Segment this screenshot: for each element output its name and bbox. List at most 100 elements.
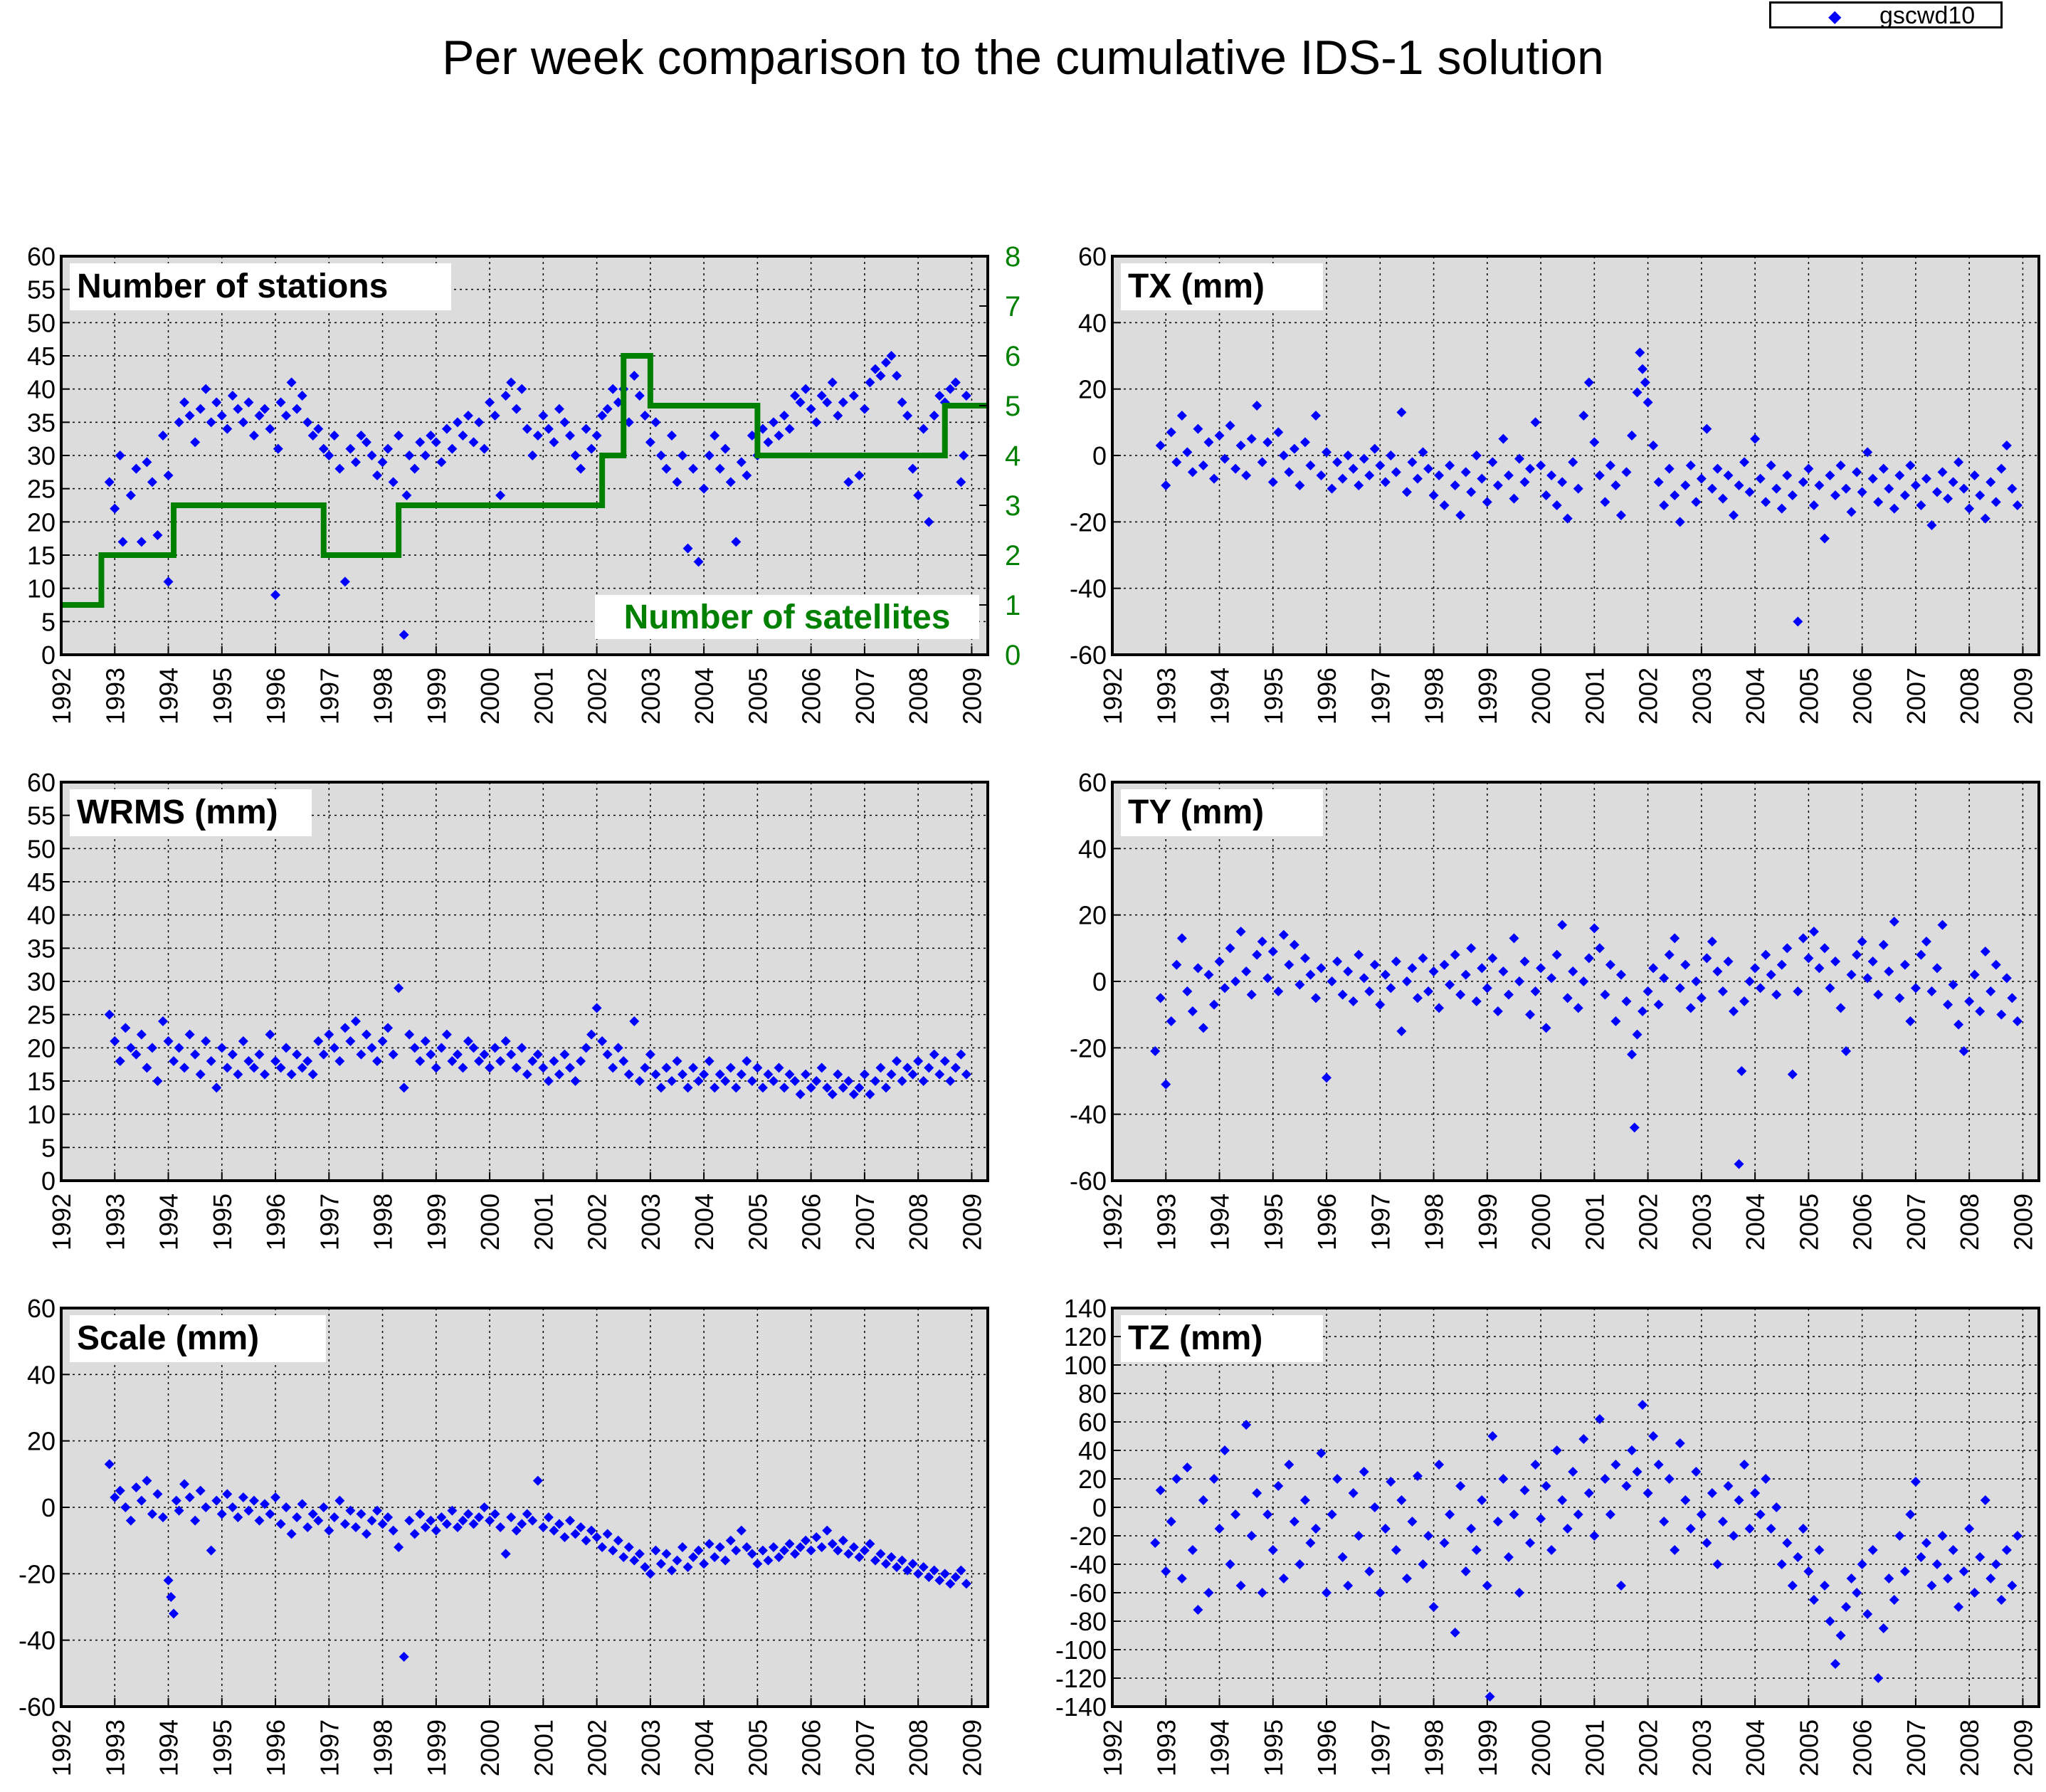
wrms-data-point — [452, 1049, 463, 1060]
stations-data-point — [313, 423, 324, 434]
scale-data-point — [136, 1495, 147, 1506]
tx-data-point — [1252, 401, 1262, 411]
scale-data-point — [500, 1549, 511, 1559]
tx-data-point — [1230, 463, 1241, 474]
wrms-data-point — [292, 1049, 302, 1060]
stations-data-point — [623, 417, 634, 428]
stations-data-point — [157, 431, 168, 441]
scale-data-point — [179, 1479, 190, 1490]
tx-data-point — [1289, 443, 1299, 454]
wrms-data-point — [415, 1056, 426, 1066]
wrms-data-point — [329, 1043, 339, 1053]
wrms-data-point — [115, 1056, 125, 1066]
wrms-data-point — [265, 1029, 275, 1040]
tx-data-point — [1787, 490, 1798, 500]
wrms-data-point — [945, 1076, 956, 1086]
ty-data-point — [1932, 963, 1943, 974]
tz-data-point — [1771, 1502, 1782, 1512]
scale-data-point — [104, 1459, 115, 1470]
tx-data-point — [1171, 457, 1182, 468]
tz-data-point — [1878, 1623, 1889, 1633]
tz-data-point — [1610, 1460, 1621, 1470]
wrms-data-point — [699, 1069, 710, 1080]
tz-data-point — [1150, 1538, 1161, 1548]
tz-data-point — [1401, 1574, 1412, 1583]
scale-data-point — [811, 1532, 822, 1542]
ty-data-point — [1241, 966, 1252, 976]
tx-data-point — [1615, 510, 1626, 520]
tx-data-point — [1894, 470, 1905, 480]
scale-x-tick-label: 1998 — [369, 1719, 398, 1776]
stations-x-tick-label: 1999 — [422, 668, 451, 724]
tz-data-point — [1225, 1559, 1235, 1569]
scale-data-point — [640, 1562, 650, 1572]
ty-data-point — [1310, 993, 1321, 1003]
tz-data-point — [1712, 1559, 1723, 1569]
ty-data-point — [1776, 959, 1787, 970]
scale-data-point — [699, 1559, 710, 1569]
ty-data-point — [1386, 983, 1396, 993]
ty-data-point — [1546, 973, 1557, 984]
scale-x-tick-label: 1992 — [47, 1719, 76, 1776]
scale-data-point — [383, 1512, 394, 1522]
tx-data-point — [1284, 467, 1294, 478]
wrms-y-tick-label: 45 — [27, 868, 56, 897]
tx-x-tick-label: 1995 — [1259, 668, 1288, 724]
tz-data-point — [1814, 1545, 1825, 1555]
tx-data-point — [1359, 453, 1369, 464]
scale-data-point — [270, 1492, 281, 1502]
tx-data-point — [1182, 447, 1193, 458]
tz-x-tick-label: 1996 — [1312, 1719, 1341, 1776]
stations-y-tick-label: 50 — [27, 308, 56, 337]
scale-y-tick-label: -60 — [19, 1692, 56, 1722]
tx-data-point — [1830, 490, 1841, 500]
wrms-data-point — [104, 1009, 115, 1020]
tz-data-point — [1525, 1538, 1536, 1548]
tz-data-point — [1975, 1552, 1986, 1562]
tx-data-point — [1203, 437, 1214, 448]
tz-data-point — [1964, 1524, 1975, 1534]
tz-data-point — [1986, 1574, 1996, 1583]
tz-data-point — [1600, 1474, 1610, 1484]
tz-x-tick-label: 1993 — [1151, 1719, 1181, 1776]
stations-x-tick-label: 1998 — [369, 668, 398, 724]
ty-data-point — [1214, 956, 1225, 966]
wrms-data-point — [881, 1082, 892, 1093]
stations-data-point — [956, 477, 966, 487]
stations-data-point — [490, 411, 500, 421]
wrms-data-point — [956, 1049, 966, 1060]
tx-data-point — [1632, 387, 1642, 398]
tx-data-point — [1401, 487, 1412, 497]
tx-data-point — [1680, 480, 1691, 490]
tz-data-point — [1498, 1474, 1509, 1484]
scale-data-point — [281, 1502, 292, 1512]
scale-panel: 1992 1993 1994 1995 1996 1997 1998 1999 2000 2001… — [19, 1294, 989, 1776]
tz-data-point — [1729, 1531, 1739, 1541]
ty-data-point — [1278, 929, 1289, 940]
tz-data-point — [1482, 1581, 1492, 1591]
stations-data-point — [795, 397, 806, 408]
stations-data-point — [892, 371, 902, 381]
stations-data-point — [902, 411, 913, 421]
scale-data-point — [602, 1529, 613, 1539]
stations-y-tick-label: 60 — [27, 242, 56, 271]
tx-data-point — [1541, 490, 1551, 500]
tx-data-point — [1568, 457, 1578, 468]
stations-data-point — [875, 371, 886, 381]
scale-data-point — [629, 1555, 640, 1566]
tz-data-point — [1632, 1467, 1642, 1477]
satellites-tick-label: 8 — [1005, 241, 1021, 273]
stations-x-tick-label: 2001 — [529, 668, 558, 724]
stations-data-point — [409, 463, 420, 474]
ty-data-point — [1975, 1006, 1986, 1016]
tz-y-tick-label: 80 — [1078, 1379, 1107, 1408]
scale-x-tick-label: 2001 — [529, 1719, 558, 1776]
scale-data-point — [570, 1529, 581, 1539]
scale-data-point — [468, 1519, 479, 1529]
scale-frame — [60, 1307, 989, 1708]
stations-data-point — [259, 404, 270, 414]
tz-data-point — [1605, 1509, 1615, 1519]
wrms-data-point — [902, 1063, 913, 1073]
tz-data-point — [1889, 1595, 1899, 1605]
ty-panel-title: TY (mm) — [1128, 794, 1264, 831]
